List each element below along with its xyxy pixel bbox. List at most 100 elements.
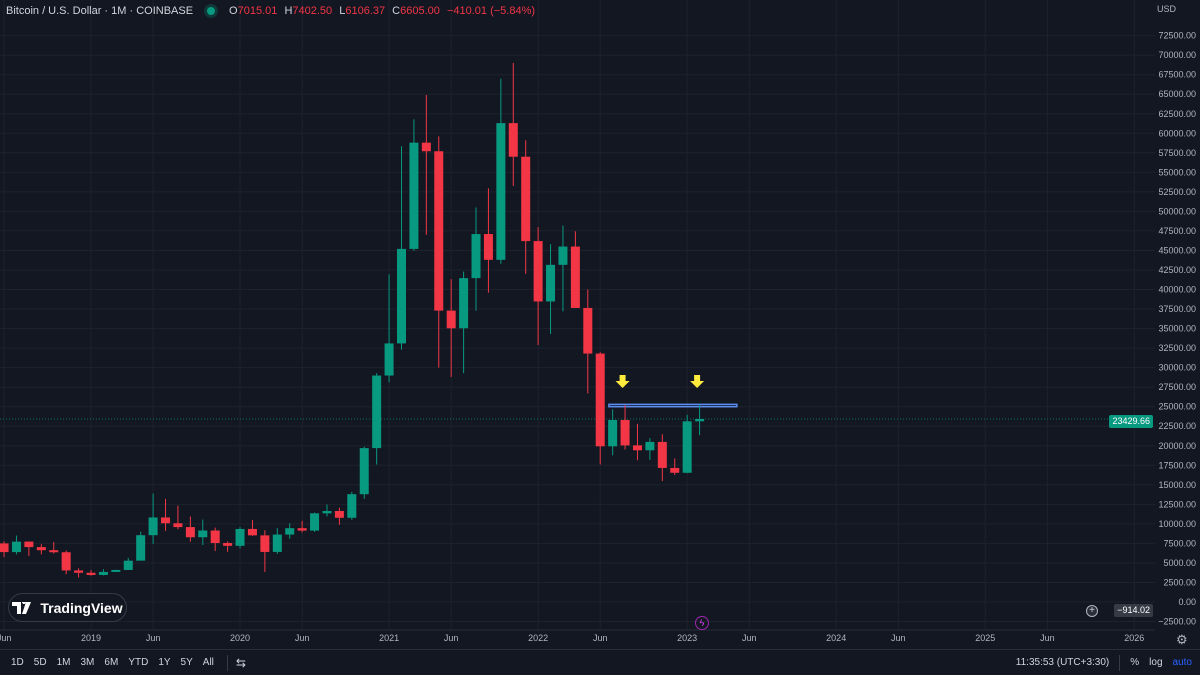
candle-body xyxy=(608,419,618,447)
timeframe-1y[interactable]: 1Y xyxy=(158,657,171,668)
x-tick-label: Jun xyxy=(295,633,310,643)
candle xyxy=(247,519,257,536)
timeframe-1d[interactable]: 1D xyxy=(11,657,24,668)
x-tick-label: 2025 xyxy=(975,633,995,643)
candle xyxy=(347,491,357,520)
auto-scale-button[interactable]: auto xyxy=(1172,657,1192,668)
clock[interactable]: 11:35:53 (UTC+3:30) xyxy=(1015,657,1110,668)
x-tick-label: Jun xyxy=(742,633,757,643)
candle-body xyxy=(546,264,556,302)
candle-body xyxy=(272,534,282,552)
candle xyxy=(11,535,21,555)
price-chart[interactable]: 72500.00 70000.00 67500.00 65000.00 62500.00… xyxy=(0,0,1200,649)
candle xyxy=(471,207,481,311)
candle xyxy=(397,146,406,350)
candle xyxy=(496,78,506,264)
timeframe-all[interactable]: All xyxy=(202,657,214,668)
candle xyxy=(372,373,382,465)
change-value: −410.01 (−5.84%) xyxy=(446,5,536,17)
candle xyxy=(86,569,96,576)
candle xyxy=(546,244,556,335)
currency-label[interactable]: USD xyxy=(1156,4,1176,14)
candle xyxy=(434,136,444,368)
y-tick-label: 65000.00 xyxy=(1158,89,1196,99)
candle xyxy=(421,95,431,235)
candle xyxy=(310,512,320,532)
candle-body xyxy=(322,510,332,514)
candle xyxy=(260,530,270,572)
candle xyxy=(285,523,295,539)
add-alert-plus-icon[interactable]: + xyxy=(1086,605,1098,617)
candle xyxy=(533,227,543,345)
y-tick-label: 0.00 xyxy=(1178,597,1196,607)
timeframe-6m[interactable]: 6M xyxy=(104,657,119,668)
y-tick-label: 7500.00 xyxy=(1163,538,1196,548)
candle-body xyxy=(632,445,642,451)
y-tick-label: 32500.00 xyxy=(1158,343,1196,353)
candle xyxy=(223,541,233,552)
candle-body xyxy=(136,535,146,561)
y-tick-label: 60000.00 xyxy=(1158,128,1196,138)
candle xyxy=(483,188,493,293)
candle-body xyxy=(521,156,531,242)
candle-body xyxy=(235,528,245,546)
x-tick-label: Jun xyxy=(593,633,608,643)
candle-body xyxy=(421,142,431,152)
tradingview-logo[interactable]: TradingView xyxy=(8,593,127,622)
candle xyxy=(570,231,580,308)
timeframe-ytd[interactable]: YTD xyxy=(128,657,149,668)
log-scale-button[interactable]: log xyxy=(1149,657,1163,668)
y-tick-label: 67500.00 xyxy=(1158,70,1196,80)
candle-body xyxy=(36,547,46,551)
open-label: O xyxy=(229,5,238,17)
y-tick-label: 10000.00 xyxy=(1158,519,1196,529)
arrow-down-icon xyxy=(615,375,630,388)
candle-body xyxy=(0,543,9,553)
candle-body xyxy=(161,517,171,524)
settings-gear-icon[interactable]: ⚙ xyxy=(1176,632,1188,647)
y-tick-label: −2500.00 xyxy=(1158,617,1196,627)
timeframe-3m[interactable]: 3M xyxy=(80,657,95,668)
timeframe-5y[interactable]: 5Y xyxy=(180,657,193,668)
candle xyxy=(111,569,121,572)
candle-body xyxy=(98,571,108,575)
candle xyxy=(161,498,171,531)
candle xyxy=(409,119,419,251)
percent-scale-button[interactable]: % xyxy=(1130,657,1140,668)
candle-body xyxy=(397,248,406,344)
candle xyxy=(595,352,605,465)
candle xyxy=(74,568,84,578)
candle xyxy=(384,274,394,383)
timeframe-1m[interactable]: 1M xyxy=(56,657,71,668)
y-tick-label: 15000.00 xyxy=(1158,480,1196,490)
timeframe-5d[interactable]: 5D xyxy=(33,657,47,668)
low-value: 6106.37 xyxy=(345,5,386,17)
y-tick-label: 20000.00 xyxy=(1158,441,1196,451)
candle-body xyxy=(61,552,71,571)
date-range-icon[interactable]: ⇆ xyxy=(235,655,246,670)
events-lightning-icon[interactable]: ϟ xyxy=(695,616,709,630)
y-tick-label: 35000.00 xyxy=(1158,324,1196,334)
low-label: L xyxy=(339,5,346,17)
x-tick-label: 2021 xyxy=(379,633,399,643)
candle xyxy=(583,289,593,394)
open-value: 7015.01 xyxy=(237,5,278,17)
candle xyxy=(0,541,9,558)
candle-body xyxy=(434,151,444,311)
candle-body xyxy=(185,527,195,538)
symbol-title[interactable]: Bitcoin / U.S. Dollar · 1M · COINBASE xyxy=(6,5,194,17)
x-tick-label: Jun xyxy=(146,633,161,643)
x-tick-label: 2024 xyxy=(826,633,846,643)
candle xyxy=(620,405,630,450)
cursor-price-badge: −914.02 xyxy=(1114,604,1153,617)
candle-body xyxy=(620,419,630,446)
divider xyxy=(1119,654,1121,671)
candle xyxy=(695,404,705,436)
candle xyxy=(198,519,208,545)
candle-body xyxy=(285,528,295,535)
last-price-badge: 23429.66 xyxy=(1109,415,1153,428)
candle-body xyxy=(198,530,208,538)
candle xyxy=(682,414,692,474)
candle-body xyxy=(533,241,543,302)
candle xyxy=(608,409,618,456)
